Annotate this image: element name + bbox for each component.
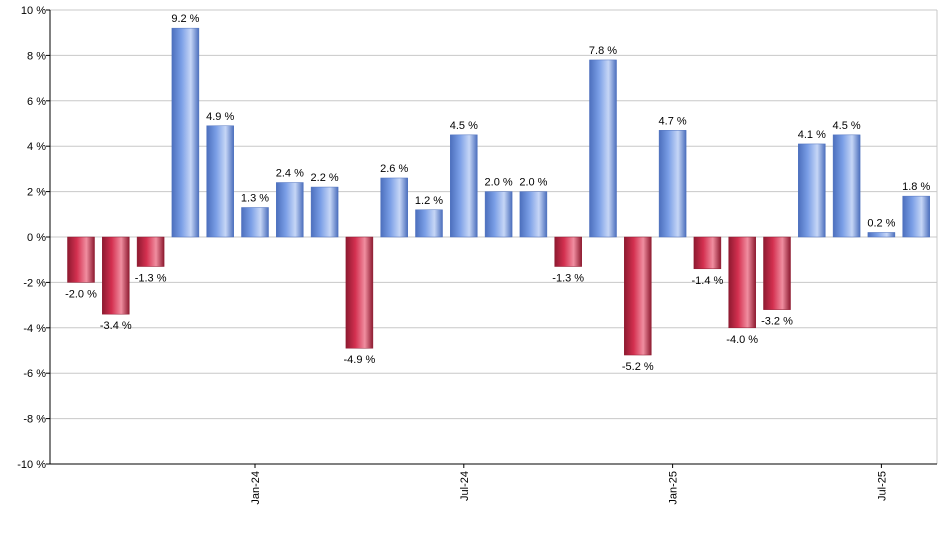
bar-aug-23	[67, 236, 95, 283]
x-tick-label: Jul-24	[459, 471, 471, 501]
bar-jun-25	[832, 134, 861, 238]
y-tick-label: 10 %	[21, 5, 46, 17]
data-label: 4.5 %	[450, 120, 478, 132]
bar-sep-23	[102, 236, 130, 315]
data-label: 9.2 %	[171, 13, 199, 25]
y-tick-label: 4 %	[27, 141, 46, 153]
bar-mar-25	[728, 236, 756, 329]
data-label: -5.2 %	[622, 361, 654, 373]
data-label: 1.3 %	[241, 192, 269, 204]
bar-may-24	[380, 177, 408, 238]
bar-nov-24	[589, 59, 617, 238]
y-tick-label: -6 %	[23, 368, 46, 380]
y-tick-label: -8 %	[23, 414, 46, 426]
y-tick-label: 6 %	[27, 96, 46, 108]
bar-apr-24	[345, 236, 374, 349]
data-labels: -2.0 % -3.4 % -1.3 % 9.2 % 4.9 % 1.3 % 2.4 % 2.…	[65, 13, 930, 373]
data-label: 4.5 %	[833, 120, 861, 132]
y-tick-label: 8 %	[27, 50, 46, 62]
x-tick-label: Jan-25	[668, 471, 680, 505]
data-label: -4.9 %	[344, 354, 376, 366]
data-label: -4.0 %	[726, 334, 758, 346]
data-label: 4.7 %	[659, 115, 687, 127]
data-label: 4.1 %	[798, 129, 826, 141]
data-label: -3.2 %	[761, 316, 793, 328]
bar-may-25	[798, 143, 826, 238]
data-label: -2.0 %	[65, 288, 97, 300]
bar-oct-23	[136, 236, 165, 267]
bar-sep-24	[519, 191, 548, 238]
data-label: 2.2 %	[311, 172, 339, 184]
y-tick-label: -10 %	[17, 459, 46, 471]
data-label: 2.0 %	[485, 177, 513, 189]
bars	[67, 27, 930, 356]
data-label: 2.6 %	[380, 163, 408, 175]
bar-oct-24	[554, 236, 582, 267]
y-tick-label: -4 %	[23, 323, 46, 335]
bar-jun-24	[415, 209, 443, 238]
bar-apr-25	[763, 236, 791, 310]
data-label: 7.8 %	[589, 45, 617, 57]
y-tick-label: 0 %	[27, 232, 46, 244]
axes: 10 % 8 % 6 % 4 % 2 % 0 % -2 % -4 % -6 % -8 % -10 %…	[17, 5, 937, 505]
bar-dec-23	[206, 125, 234, 238]
data-label: 2.4 %	[276, 168, 304, 180]
data-label: 1.8 %	[902, 181, 930, 193]
bar-jan-24	[241, 207, 269, 238]
x-tick-label: Jan-24	[250, 471, 262, 505]
bar-jul-25	[867, 232, 896, 238]
bar-jan-25	[658, 130, 687, 238]
bar-aug-24	[484, 191, 513, 238]
data-label: -1.3 %	[552, 273, 584, 285]
bar-aug-25	[902, 195, 930, 238]
x-tick-label: Jul-25	[876, 471, 888, 501]
bar-nov-23	[171, 27, 200, 238]
data-label: 4.9 %	[206, 111, 234, 123]
bar-jul-24	[450, 134, 478, 238]
data-label: -1.4 %	[692, 275, 724, 287]
y-tick-label: -2 %	[23, 277, 46, 289]
data-label: -1.3 %	[135, 273, 167, 285]
y-tick-label: 2 %	[27, 187, 46, 199]
data-label: 1.2 %	[415, 195, 443, 207]
data-label: 2.0 %	[519, 177, 547, 189]
bar-feb-25	[693, 236, 722, 270]
bar-dec-24	[624, 236, 652, 356]
data-label: -3.4 %	[100, 320, 132, 332]
data-label: 0.2 %	[867, 217, 895, 229]
bar-mar-24	[310, 186, 339, 238]
bar-feb-24	[276, 182, 304, 238]
